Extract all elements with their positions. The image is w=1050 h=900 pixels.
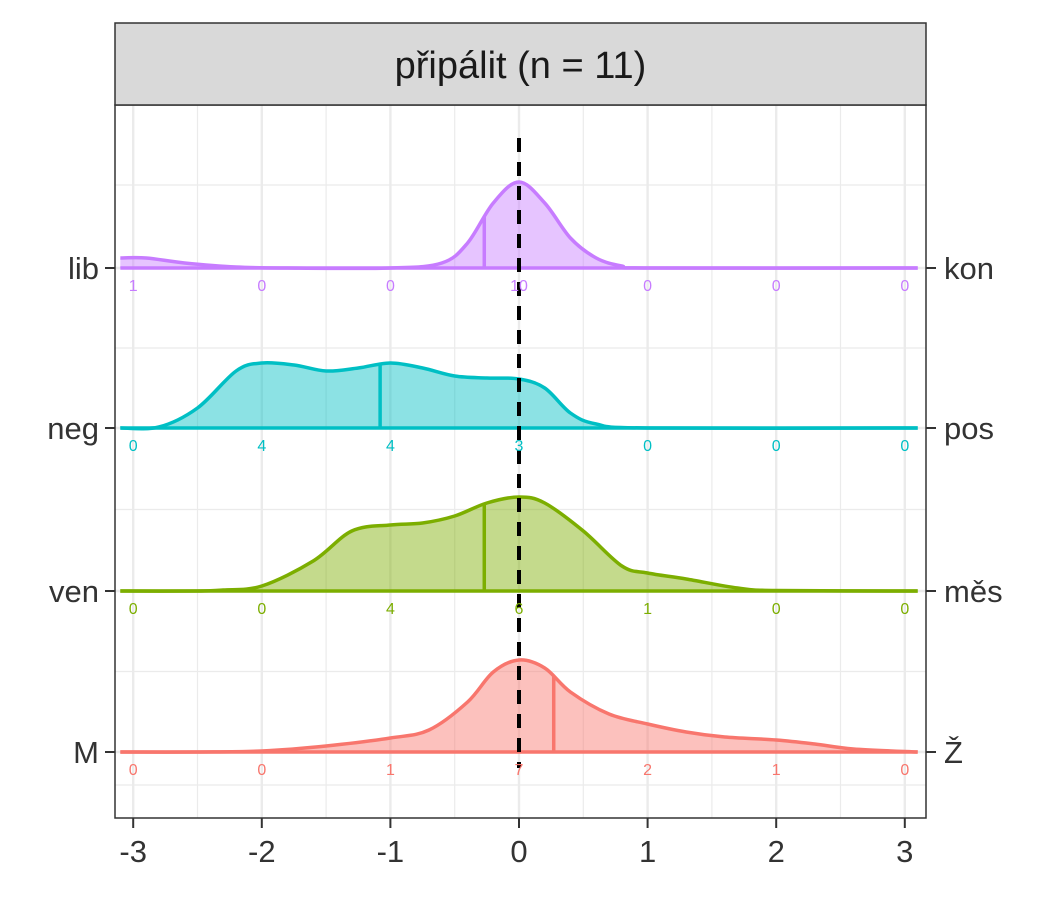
count-label: 2 — [643, 762, 652, 779]
count-label: 0 — [900, 601, 909, 618]
density-area-neg — [120, 362, 918, 429]
y-tick-label-left: lib — [68, 251, 99, 286]
count-label: 0 — [772, 438, 781, 455]
count-labels: 0 0 1 7 2 1 00 0 4 6 1 0 00 4 4 3 0 0 01 0 0 10 0 0 0 — [129, 278, 910, 779]
count-label: 10 — [510, 278, 528, 295]
x-tick-label: 2 — [768, 834, 785, 869]
density-area-M — [120, 659, 918, 753]
y-tick-label-right: kon — [944, 251, 994, 286]
count-label: 4 — [257, 438, 266, 455]
density-area-lib — [120, 182, 918, 269]
count-label: 4 — [386, 601, 395, 618]
count-label: 0 — [386, 278, 395, 295]
count-label: 0 — [900, 278, 909, 295]
count-label: 0 — [257, 278, 266, 295]
count-label: 0 — [900, 438, 909, 455]
count-label: 1 — [129, 278, 138, 295]
y-tick-label-left: ven — [49, 574, 99, 609]
count-label: 6 — [515, 601, 524, 618]
count-label: 0 — [129, 762, 138, 779]
x-tick-label: -1 — [377, 834, 405, 869]
count-label: 1 — [386, 762, 395, 779]
y-tick-label-right: měs — [944, 574, 1003, 609]
x-tick-label: 3 — [896, 834, 913, 869]
count-label: 0 — [772, 601, 781, 618]
count-label: 0 — [257, 601, 266, 618]
density-line-M — [120, 658, 918, 754]
y-tick-label-right: pos — [944, 411, 994, 446]
count-label: 0 — [900, 762, 909, 779]
facet-strip: připálit (n = 11) — [114, 22, 927, 106]
density-line-lib — [120, 180, 918, 271]
x-tick-label: -3 — [119, 834, 147, 869]
count-label: 0 — [257, 762, 266, 779]
count-label: 0 — [772, 278, 781, 295]
count-label: 1 — [772, 762, 781, 779]
y-tick-label-right: Ž — [944, 735, 963, 770]
facet-strip-label: připálit (n = 11) — [395, 45, 647, 87]
x-tick-label: 1 — [639, 834, 656, 869]
density-area-ven — [120, 497, 918, 592]
x-tick-label: -2 — [248, 834, 276, 869]
count-label: 0 — [643, 278, 652, 295]
count-label: 0 — [129, 601, 138, 618]
y-tick-label-left: M — [73, 735, 99, 770]
count-label: 3 — [515, 438, 524, 455]
count-label: 0 — [129, 438, 138, 455]
count-label: 1 — [643, 601, 652, 618]
density-line-neg — [120, 360, 918, 431]
y-tick-label-left: neg — [47, 411, 99, 446]
density-line-ven — [120, 495, 918, 593]
count-label: 4 — [386, 438, 395, 455]
count-label: 0 — [643, 438, 652, 455]
x-tick-label: 0 — [510, 834, 527, 869]
facet-strip-background — [114, 22, 927, 106]
count-label: 7 — [515, 762, 524, 779]
